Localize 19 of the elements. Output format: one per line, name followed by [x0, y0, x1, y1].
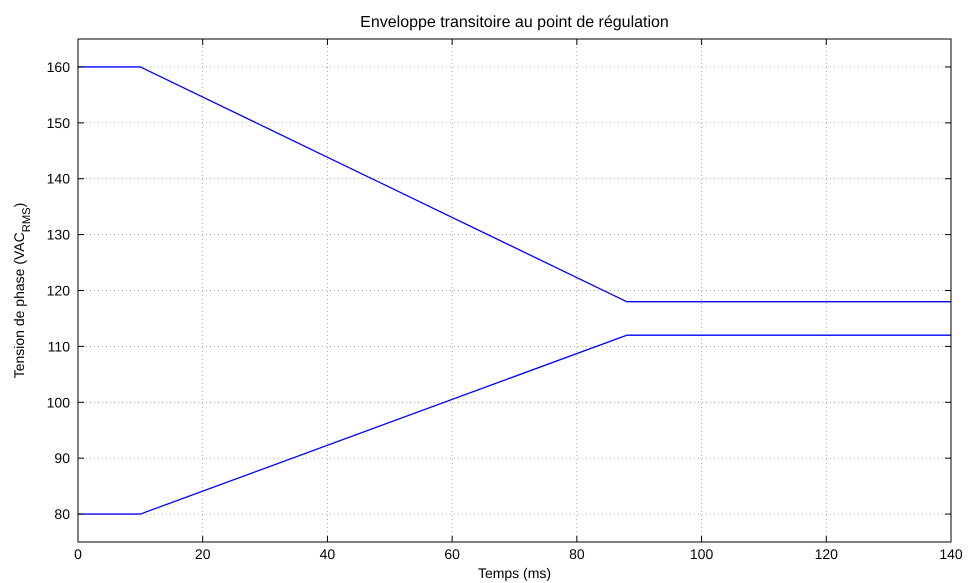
y-tick-label: 140: [46, 170, 70, 187]
x-tick-label: 140: [939, 546, 963, 562]
x-tick-label: 0: [74, 546, 82, 562]
x-tick-label: 60: [444, 546, 460, 562]
y-tick-label: 110: [48, 338, 70, 354]
x-tick-label: 40: [320, 546, 336, 562]
y-tick-label: 100: [46, 394, 70, 410]
y-tick-label: 130: [46, 226, 70, 243]
x-tick-label: 20: [194, 546, 211, 562]
x-tick-label: 80: [569, 546, 585, 562]
y-tick-label: 90: [54, 450, 70, 466]
x-axis-title: Temps (ms): [478, 565, 552, 581]
y-tick-label: 120: [46, 282, 70, 298]
chart-title: Enveloppe transitoire au point de régulation: [360, 14, 669, 31]
y-tick-label: 150: [46, 114, 70, 131]
x-tick-label: 100: [690, 546, 714, 562]
x-tick-label: 120: [814, 546, 838, 562]
y-tick-label: 160: [46, 58, 70, 75]
y-tick-label: 80: [54, 506, 70, 522]
